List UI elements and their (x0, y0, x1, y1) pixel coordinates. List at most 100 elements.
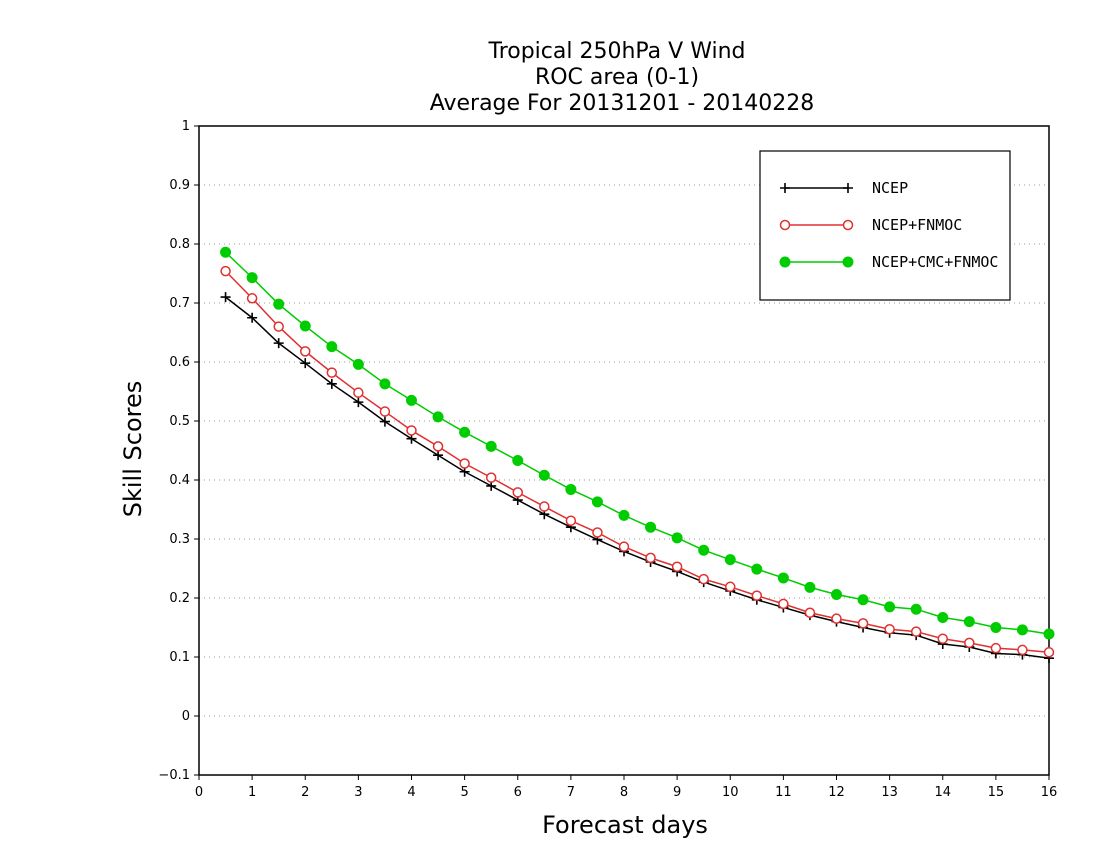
legend-marker (842, 219, 854, 231)
x-axis-label: Forecast days (542, 811, 708, 839)
data-point (512, 455, 524, 467)
data-point (857, 618, 869, 629)
x-tick-label: 6 (514, 785, 522, 800)
x-tick-label: 2 (301, 785, 309, 800)
series-ncep-cmc-fnmoc (220, 246, 1055, 640)
y-tick-label: 1 (182, 119, 190, 134)
data-point (1043, 628, 1055, 640)
data-point (857, 594, 869, 606)
x-tick-label: 12 (828, 785, 845, 800)
y-tick-label: 0 (182, 709, 190, 724)
data-point (1016, 624, 1028, 636)
legend-marker (779, 219, 791, 231)
x-tick-label: 8 (620, 785, 628, 800)
title-line-1: Tropical 250hPa V Wind (487, 39, 745, 64)
data-point (565, 515, 577, 526)
data-point (698, 544, 710, 556)
legend-marker (843, 183, 853, 193)
y-tick-label: 0.1 (169, 650, 190, 665)
data-point (831, 588, 842, 600)
data-point (220, 246, 232, 258)
legend-marker (779, 256, 791, 268)
y-tick-label: 0.6 (169, 355, 190, 370)
data-point (698, 573, 709, 585)
data-point (645, 552, 656, 564)
y-tick-label: 0.9 (169, 178, 190, 193)
series-ncep-fnmoc (220, 265, 1055, 658)
x-tick-label: 9 (673, 785, 681, 800)
y-tick-label: 0.7 (169, 296, 190, 311)
x-tick-label: 5 (460, 785, 468, 800)
data-point (352, 358, 364, 370)
data-point (539, 501, 550, 512)
data-point (485, 440, 497, 452)
data-point (300, 346, 311, 357)
data-point (433, 450, 444, 461)
series-line (225, 270, 1050, 654)
x-tick-label: 14 (934, 785, 951, 800)
legend-label: NCEP (872, 179, 908, 197)
data-point (618, 509, 630, 521)
data-point (326, 378, 337, 389)
legend-marker (780, 183, 790, 193)
data-point (379, 416, 390, 427)
y-tick-label: 0.5 (169, 414, 190, 429)
x-tick-label: 7 (567, 785, 575, 800)
y-tick-label: −0.1 (158, 768, 190, 783)
data-point (910, 603, 922, 615)
data-point (220, 292, 231, 303)
legend: NCEP NCEP+FNMOC NCEP+CMC+FNMOC (759, 150, 1011, 301)
x-tick-label: 1 (248, 785, 256, 800)
data-point (671, 561, 683, 572)
data-point (777, 572, 789, 584)
data-point (326, 367, 338, 378)
data-point (592, 527, 603, 538)
data-point (432, 441, 444, 452)
data-point (300, 358, 311, 369)
data-point (937, 633, 948, 644)
data-point (220, 265, 231, 277)
series-ncep (220, 292, 1054, 664)
x-tick-label: 0 (195, 785, 203, 800)
data-point (353, 387, 364, 398)
data-point (671, 532, 683, 544)
legend-marker (842, 256, 854, 268)
series-layer (220, 246, 1055, 664)
legend-label: NCEP+FNMOC (872, 216, 962, 234)
data-point (459, 426, 471, 438)
x-tick-label: 13 (881, 785, 898, 800)
y-tick-label: 0.8 (169, 237, 190, 252)
title-line-2: ROC area (0-1) (535, 65, 699, 90)
y-axis-ticks: −0.1 0 0.1 0.2 0.3 0.4 0.5 0.6 0.7 0.8 0.9 1 (158, 119, 199, 783)
data-point (326, 341, 338, 353)
data-point (963, 616, 975, 628)
data-point (273, 338, 284, 349)
grid-lines (199, 184, 1049, 717)
data-point (725, 581, 736, 593)
y-tick-label: 0.2 (169, 591, 190, 606)
data-point (485, 472, 497, 483)
data-point (565, 483, 577, 495)
data-point (379, 378, 391, 390)
data-point (804, 607, 816, 618)
data-point (751, 563, 763, 575)
data-point (512, 487, 523, 498)
data-point (538, 469, 550, 481)
data-point (406, 425, 417, 436)
x-tick-label: 3 (354, 785, 362, 800)
x-tick-label: 16 (1041, 785, 1058, 800)
data-point (778, 598, 789, 610)
x-tick-label: 15 (988, 785, 1005, 800)
y-axis-label: Skill Scores (119, 381, 147, 518)
data-point (645, 521, 657, 533)
legend-item: NCEP+FNMOC (779, 216, 962, 234)
data-point (937, 611, 949, 623)
data-point (379, 406, 391, 417)
data-point (299, 320, 311, 332)
data-point (990, 642, 1002, 654)
series-line (225, 296, 1050, 659)
title-line-3: Average For 20131201 - 20140228 (430, 91, 815, 116)
legend-label: NCEP+CMC+FNMOC (872, 253, 998, 271)
chart-title: Tropical 250hPa V Wind ROC area (0-1) Av… (430, 39, 815, 116)
